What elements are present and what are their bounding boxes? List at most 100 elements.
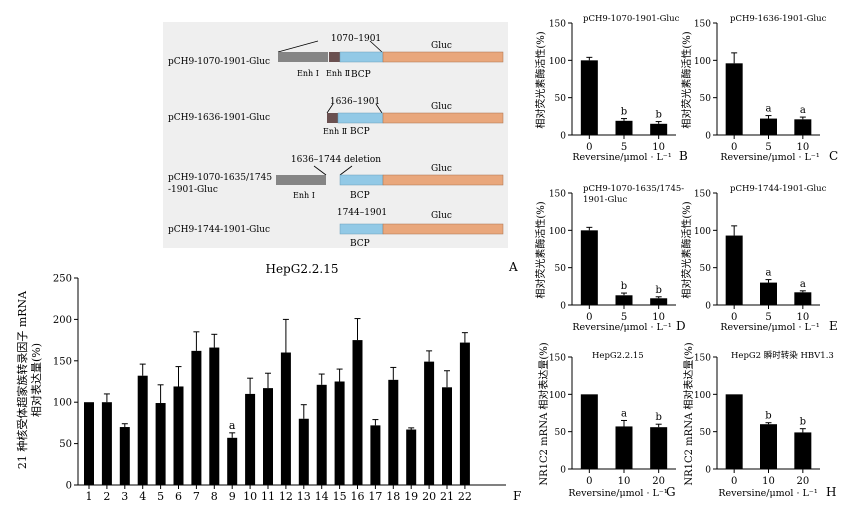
y-tick-label: 0 bbox=[705, 132, 711, 142]
x-tick-label: 22 bbox=[458, 490, 472, 503]
x-axis-label: Reversine/μmol · L⁻¹ bbox=[572, 152, 671, 163]
bar bbox=[650, 427, 668, 469]
chart-title: pCH9-1070-1635/1745-1901-Gluc bbox=[583, 184, 684, 205]
construct-1-bcp-box bbox=[339, 51, 384, 63]
x-tick-label: 6 bbox=[175, 490, 182, 503]
y-tick-label: 50 bbox=[555, 264, 567, 274]
bar bbox=[280, 352, 291, 485]
x-tick-label: 10 bbox=[796, 142, 809, 153]
y-tick-label: 50 bbox=[700, 264, 712, 274]
construct-4-gluc-box bbox=[382, 223, 504, 235]
bar bbox=[352, 340, 363, 485]
significance-letter: b bbox=[765, 411, 771, 422]
construct-2-gluc-box bbox=[382, 112, 504, 124]
x-tick-label: 10 bbox=[762, 476, 775, 487]
construct-1-enh2-box bbox=[329, 52, 340, 62]
y-tick-label: 100 bbox=[549, 227, 566, 237]
x-tick-label: 15 bbox=[333, 490, 347, 503]
y-tick-label: 100 bbox=[694, 57, 711, 67]
significance-letter: a bbox=[229, 419, 236, 432]
bar bbox=[725, 235, 743, 305]
x-tick-label: 2 bbox=[103, 490, 110, 503]
bar bbox=[442, 387, 452, 485]
x-tick-label: 8 bbox=[211, 490, 218, 503]
construct-1-enh2-label: Enh Ⅱ bbox=[326, 69, 350, 78]
bar bbox=[316, 384, 327, 485]
y-tick-label: 0 bbox=[560, 302, 566, 312]
construct-3-bcp-box bbox=[339, 174, 384, 186]
bar bbox=[191, 350, 202, 485]
y-tick-label: 100 bbox=[549, 57, 566, 67]
bar bbox=[406, 429, 417, 485]
x-axis-label: Reversine/μmol · L⁻¹ bbox=[568, 488, 667, 499]
y-tick-label: 0 bbox=[705, 302, 711, 312]
bar bbox=[298, 418, 309, 485]
bar bbox=[760, 118, 777, 135]
bar bbox=[227, 437, 238, 485]
construct-4-bcp-box bbox=[339, 223, 384, 235]
panel-letter: G bbox=[666, 485, 676, 499]
construct-1-gluc-box bbox=[382, 51, 504, 63]
x-tick-label: 20 bbox=[422, 490, 436, 503]
bar bbox=[760, 424, 777, 469]
x-tick-label: 10 bbox=[652, 312, 665, 323]
bar bbox=[580, 60, 598, 136]
bar bbox=[725, 63, 743, 135]
x-tick-label: 11 bbox=[261, 490, 275, 503]
y-tick-label: 150 bbox=[53, 356, 72, 367]
construct-4-region-label: 1744–1901 bbox=[337, 208, 387, 218]
chart-title: pCH9-1636-1901-Gluc bbox=[730, 14, 827, 24]
y-tick-label: 150 bbox=[694, 354, 711, 364]
bar bbox=[119, 427, 130, 485]
y-tick-label: 0 bbox=[560, 466, 566, 476]
significance-letter: a bbox=[766, 268, 772, 279]
x-tick-label: 0 bbox=[586, 476, 592, 487]
x-tick-label: 0 bbox=[586, 142, 592, 153]
construct-4-gluc-label: Gluc bbox=[431, 211, 452, 221]
y-tick-label: 250 bbox=[53, 274, 72, 285]
x-tick-label: 5 bbox=[621, 312, 627, 323]
y-tick-label: 150 bbox=[694, 20, 711, 30]
chart-title: pCH9-1070-1901-Gluc bbox=[583, 14, 680, 24]
x-tick-label: 5 bbox=[765, 312, 771, 323]
construct-2-enh2-label: Enh Ⅱ bbox=[323, 127, 347, 136]
significance-letter: a bbox=[800, 279, 806, 290]
x-tick-label: 10 bbox=[243, 490, 257, 503]
construct-4-bcp-label: BCP bbox=[350, 239, 370, 249]
bar bbox=[725, 394, 743, 469]
construct-3-region-label: 1636–1744 deletion bbox=[291, 155, 381, 165]
bar bbox=[173, 386, 184, 485]
bar bbox=[370, 425, 381, 485]
x-tick-label: 21 bbox=[440, 490, 454, 503]
construct-2-bracket-left bbox=[326, 103, 334, 114]
y-axis-label: NR1C2 mRNA 相对表达量(%) bbox=[682, 342, 695, 485]
construct-1-bracket-right bbox=[369, 40, 383, 53]
y-tick-label: 150 bbox=[694, 190, 711, 200]
bar bbox=[760, 282, 777, 305]
bar bbox=[650, 123, 668, 135]
y-tick-label: 0 bbox=[66, 481, 72, 492]
chart-g-nr1c2-expression: 0 50 100 150 0 10 a 20 b HepG2.2.15 NR1C2 mRNA 相对表… bbox=[537, 342, 676, 499]
construct-3-enh1-box bbox=[276, 175, 326, 185]
x-tick-label: 4 bbox=[139, 490, 146, 503]
chart-c-luciferase: 0 50 100 150 0 5 a 10 a pCH9-1636-1901-Gluc 相对荧光素酶… bbox=[680, 14, 838, 163]
x-tick-label: 12 bbox=[279, 490, 293, 503]
x-tick-label: 1 bbox=[86, 490, 93, 503]
x-axis-label: Reversine/μmol · L⁻¹ bbox=[720, 322, 819, 333]
x-tick-label: 13 bbox=[297, 490, 311, 503]
bar bbox=[794, 292, 812, 305]
y-axis-label: 21 种核受体超家族转录因子 mRNA相对表达量(%) bbox=[15, 290, 43, 469]
x-tick-label: 18 bbox=[386, 490, 400, 503]
chart-title: HepG2.2.15 bbox=[265, 262, 338, 276]
x-tick-label: 3 bbox=[121, 490, 128, 503]
bar bbox=[155, 403, 166, 485]
y-tick-label: 100 bbox=[549, 391, 566, 401]
y-tick-label: 150 bbox=[549, 190, 566, 200]
construct-3-name-line1: pCH9-1070-1635/1745 bbox=[168, 173, 272, 183]
construct-2-enh2-box bbox=[327, 113, 338, 123]
bar bbox=[245, 393, 256, 485]
construct-3-gluc-box bbox=[382, 174, 504, 186]
x-axis-label: Reversine/μmol · L⁻¹ bbox=[720, 152, 819, 163]
construct-1-bracket-left bbox=[277, 40, 319, 53]
construct-3-bcp-label: BCP bbox=[350, 191, 370, 201]
